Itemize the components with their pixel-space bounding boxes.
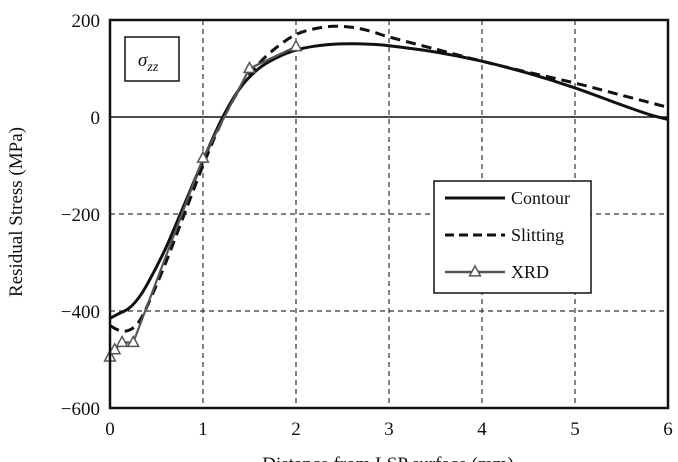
series-xrd-point — [115, 334, 129, 348]
series-xrd-point — [107, 342, 122, 355]
series-xrd-point — [196, 150, 210, 163]
annotation-frame — [124, 36, 180, 82]
grid-lines — [110, 20, 668, 408]
annotation-label: σzz — [138, 50, 159, 75]
legend-xrd-marker — [468, 264, 482, 277]
x-tick-label: 2 — [291, 419, 301, 440]
annotation-symbol: σ — [138, 50, 148, 71]
legend-contour-label: Contour — [511, 188, 570, 208]
y-axis-title: Residual Stress (MPa) — [6, 127, 27, 297]
legend-slitting-label: Slitting — [511, 225, 564, 245]
annotation-box: σzz — [124, 36, 180, 82]
y-tick-label: −200 — [61, 205, 100, 226]
series-xrd-point — [126, 334, 140, 348]
y-tick-label: −400 — [61, 302, 100, 323]
x-axis-title: Distance from LSP surface (mm) — [262, 454, 514, 462]
x-tick-label: 6 — [663, 419, 673, 440]
series-xrd-point — [242, 60, 257, 74]
tick-labels: 0 1 2 3 4 5 6 −600 −400 −200 0 200 — [61, 11, 673, 440]
y-tick-label: −600 — [61, 399, 100, 420]
legend-xrd-label: XRD — [511, 262, 549, 282]
x-tick-label: 3 — [384, 419, 394, 440]
y-tick-label: 200 — [72, 11, 101, 32]
series-layer — [103, 24, 669, 362]
x-tick-label: 4 — [477, 419, 487, 440]
plot-frame — [108, 18, 670, 410]
x-tick-label: 0 — [105, 419, 115, 440]
y-tick-label: 0 — [91, 108, 101, 129]
legend: Contour Slitting XRD — [433, 180, 592, 294]
legend-frame — [433, 180, 592, 294]
x-tick-label: 5 — [570, 419, 580, 440]
series-xrd-point — [289, 39, 303, 52]
x-tick-label: 1 — [198, 419, 208, 440]
annotation-subscript: zz — [146, 60, 158, 75]
